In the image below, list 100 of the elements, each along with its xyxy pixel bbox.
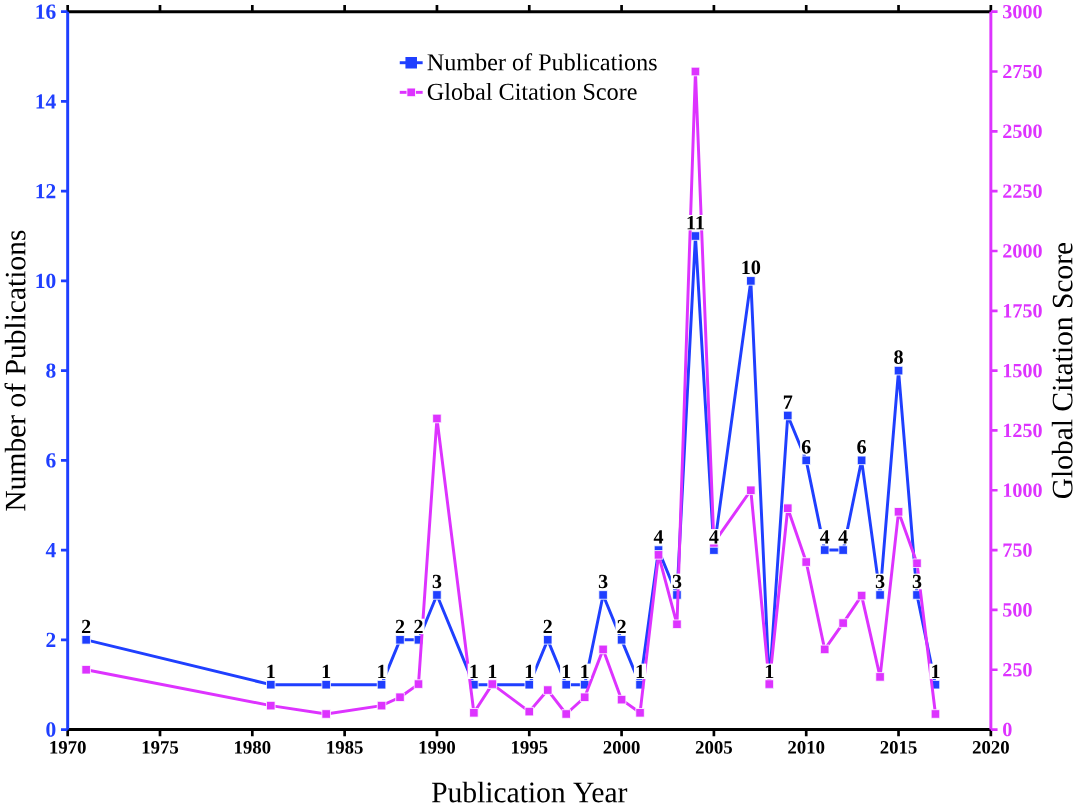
x-tick-label: 1975 (142, 741, 179, 754)
y-tick-label: 14 (36, 94, 56, 109)
point (783, 503, 793, 513)
point (81, 635, 91, 645)
point (432, 590, 442, 600)
point (376, 680, 387, 690)
data-label: 1 (525, 664, 534, 679)
data-label: 1 (378, 664, 386, 679)
point (746, 485, 756, 495)
point (395, 692, 405, 702)
point (321, 709, 331, 719)
data-label: 2 (617, 619, 626, 634)
y2-tick-label: 1500 (1003, 363, 1042, 378)
data-label: 3 (598, 574, 608, 589)
point (524, 706, 534, 717)
data-label: 1 (581, 664, 589, 679)
y2-axis-title: Global Citation Score (1051, 242, 1073, 499)
point (395, 635, 405, 645)
data-label: 1 (470, 664, 478, 679)
y-axis-title: Number of Publications (4, 230, 26, 511)
point (856, 455, 867, 466)
data-label: 1 (562, 664, 571, 679)
point (801, 557, 811, 567)
point (432, 413, 442, 424)
x-tick-label: 2010 (788, 741, 825, 754)
data-label: 2 (81, 619, 91, 634)
point (635, 708, 645, 718)
data-label: 3 (672, 574, 682, 589)
y2-tick-label: 2250 (1003, 184, 1042, 198)
data-label: 2 (395, 619, 405, 634)
point (819, 644, 830, 655)
y2-tick-label: 1000 (1003, 483, 1042, 498)
x-tick-label: 1985 (327, 741, 363, 754)
point (266, 680, 276, 690)
point (672, 619, 682, 629)
x-tick-label: 1980 (235, 741, 271, 754)
data-label: 7 (783, 395, 793, 409)
x-tick-label: 2015 (880, 741, 917, 754)
x-tick-label: 2000 (603, 741, 640, 754)
data-label: 2 (543, 619, 552, 634)
legend-label: Number of Publications (427, 53, 657, 71)
y2-tick-label: 0 (1003, 722, 1012, 737)
x-tick-label: 1995 (512, 741, 548, 754)
point (598, 644, 608, 655)
data-label: 4 (819, 530, 830, 544)
point (801, 455, 811, 466)
data-label: 8 (894, 350, 903, 364)
point (561, 709, 571, 719)
point (543, 635, 553, 645)
point (875, 672, 885, 682)
y-tick-label: 4 (45, 543, 56, 558)
data-label: 3 (912, 574, 922, 589)
point (376, 700, 387, 711)
y2-tick-label: 1750 (1003, 304, 1042, 318)
y2-tick-label: 500 (1003, 603, 1032, 617)
point (838, 545, 848, 555)
data-label: 10 (742, 260, 761, 275)
point (543, 685, 553, 695)
point (413, 679, 424, 689)
point (838, 618, 848, 628)
data-label: 3 (432, 574, 442, 589)
point (875, 590, 885, 600)
y-tick-label: 10 (36, 273, 56, 289)
data-label: 1 (932, 664, 940, 679)
data-label: 1 (488, 664, 497, 679)
point (930, 709, 941, 719)
y-tick-label: 0 (46, 722, 56, 737)
point (321, 680, 331, 690)
point (653, 550, 664, 560)
y2-tick-label: 2750 (1003, 64, 1042, 79)
point (469, 708, 479, 718)
y2-tick-label: 2500 (1003, 124, 1042, 139)
y-tick-label: 8 (46, 363, 56, 378)
x-axis-title: Publication Year (431, 781, 628, 803)
x-tick-label: 1970 (50, 741, 86, 754)
point (266, 700, 276, 711)
point (893, 365, 904, 376)
y-tick-label: 16 (36, 4, 56, 19)
y-tick-label: 2 (46, 632, 56, 647)
y2-tick-label: 3000 (1003, 4, 1042, 19)
point (746, 276, 756, 286)
point (616, 635, 627, 645)
data-label: 4 (653, 530, 664, 544)
data-label: 11 (687, 216, 704, 230)
point (856, 590, 867, 601)
legend-label: Global Citation Score (427, 82, 637, 100)
data-label: 4 (838, 530, 848, 544)
data-label: 1 (267, 664, 275, 679)
x-tick-label: 2005 (695, 741, 733, 754)
data-label: 4 (709, 530, 719, 544)
y2-tick-label: 1250 (1003, 423, 1042, 438)
point (690, 231, 701, 241)
x-tick-label: 2020 (972, 741, 1009, 754)
point (598, 590, 608, 600)
data-label: 3 (875, 574, 885, 589)
y2-tick-label: 250 (1003, 662, 1032, 677)
point (783, 410, 793, 421)
data-label: 1 (636, 664, 645, 679)
y2-tick-label: 750 (1003, 543, 1032, 557)
data-label: 2 (414, 619, 423, 634)
